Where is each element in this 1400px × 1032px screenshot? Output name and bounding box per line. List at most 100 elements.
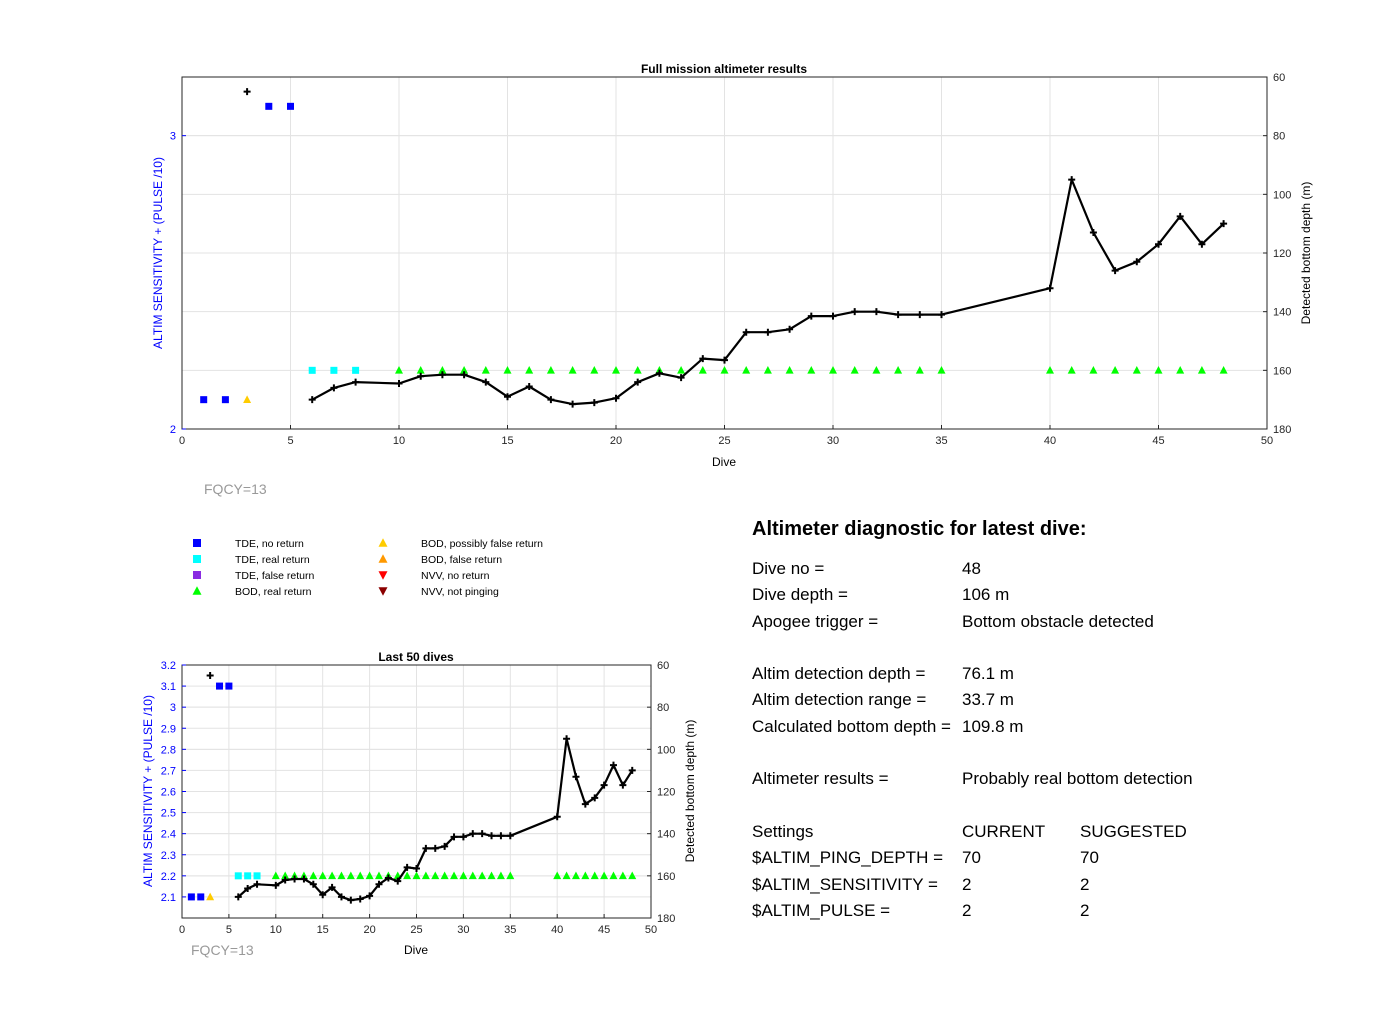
last50-data-point bbox=[291, 875, 299, 883]
last50-data-point bbox=[609, 761, 617, 769]
main-data-point bbox=[200, 396, 208, 404]
main-x-tick-label: 30 bbox=[827, 435, 839, 447]
main-chart-title: Full mission altimeter results bbox=[641, 62, 807, 76]
last50-y-tick-label: 3.2 bbox=[161, 660, 176, 672]
last50-data-point bbox=[271, 871, 280, 880]
legend-label: BOD, false return bbox=[421, 554, 502, 566]
legend-item: NVV, no return bbox=[378, 570, 490, 582]
last50-data-point bbox=[431, 871, 440, 880]
last50-data-point bbox=[225, 682, 233, 690]
last50-data-point bbox=[431, 844, 439, 852]
main-data-point bbox=[1154, 366, 1163, 374]
pulse-row: $ALTIM_PULSE = 2 2 bbox=[752, 900, 1090, 927]
altim-detection-range-label: Altim detection range = bbox=[752, 690, 927, 710]
main-data-point bbox=[330, 384, 338, 392]
main-data-point bbox=[590, 366, 599, 374]
main-series-bod-real-return bbox=[395, 366, 1228, 374]
last50-data-point bbox=[244, 884, 252, 892]
last50-data-point bbox=[244, 872, 252, 880]
last50-data-point bbox=[600, 871, 609, 880]
main-y2-tick-label: 100 bbox=[1273, 189, 1291, 201]
main-depth-line bbox=[311, 178, 1225, 406]
last50-chart-ylabel-right: Detected bottom depth (m) bbox=[683, 720, 697, 863]
last50-y-tick-label: 2.3 bbox=[161, 850, 176, 862]
main-data-point bbox=[764, 328, 772, 336]
main-data-point bbox=[546, 366, 555, 374]
apogee-trigger-row: Apogee trigger = Bottom obstacle detecte… bbox=[752, 612, 1154, 638]
last50-data-point bbox=[478, 871, 487, 880]
last50-data-point bbox=[553, 871, 562, 880]
main-data-point bbox=[634, 378, 642, 386]
last50-x-tick-label: 10 bbox=[270, 924, 282, 936]
dive-no-row: Dive no = 48 bbox=[752, 559, 1087, 585]
legend-label: NVV, no return bbox=[421, 570, 490, 582]
main-chart-ylabel-right: Detected bottom depth (m) bbox=[1299, 182, 1313, 325]
main-series-tde-real-return bbox=[308, 366, 360, 374]
last50-x-tick-label: 30 bbox=[457, 924, 469, 936]
last50-data-point bbox=[299, 871, 308, 880]
last50-data-point bbox=[374, 871, 383, 880]
last50-series-tde-real-return bbox=[234, 872, 261, 880]
main-y-tick-label: 2 bbox=[170, 424, 176, 436]
pulse-label: $ALTIM_PULSE = bbox=[752, 900, 891, 920]
main-data-point bbox=[481, 366, 490, 374]
altimeter-diagnostic-panel: Altimeter diagnostic for latest dive: Di… bbox=[752, 518, 1193, 927]
last50-y-tick-label: 2.9 bbox=[161, 723, 176, 735]
last50-data-point bbox=[563, 735, 571, 743]
dive-no-value: 48 bbox=[962, 559, 981, 578]
legend-marker bbox=[378, 571, 388, 580]
last50-y2-tick-label: 60 bbox=[657, 660, 669, 672]
main-data-point bbox=[395, 366, 403, 374]
last50-data-point bbox=[365, 871, 374, 880]
main-data-point bbox=[677, 374, 685, 382]
legend-item: TDE, no return bbox=[193, 538, 304, 550]
sensitivity-current: 2 bbox=[962, 874, 972, 894]
main-data-point bbox=[525, 366, 534, 374]
main-data-point bbox=[438, 371, 446, 379]
pulse-suggested: 2 bbox=[1080, 900, 1090, 920]
last50-y2-tick-label: 100 bbox=[657, 744, 675, 756]
last50-data-point bbox=[590, 871, 599, 880]
last50-data-point bbox=[628, 871, 637, 880]
last50-data-point bbox=[468, 871, 477, 880]
main-data-point bbox=[699, 355, 707, 363]
altim-detection-depth-row: Altim detection depth = 76.1 m bbox=[752, 664, 1087, 690]
main-series-detected-bottom-depth bbox=[308, 176, 1228, 408]
main-data-point bbox=[308, 396, 316, 404]
dive-depth-row: Dive depth = 106 m bbox=[752, 585, 1087, 611]
main-x-tick-label: 25 bbox=[718, 435, 730, 447]
legend-marker bbox=[378, 554, 388, 563]
calculated-bottom-depth-label: Calculated bottom depth = bbox=[752, 716, 951, 736]
main-x-tick-label: 20 bbox=[610, 435, 622, 447]
last50-data-point bbox=[459, 871, 468, 880]
dive-depth-value: 106 m bbox=[962, 585, 1010, 605]
main-series-bod-possibly-false-return bbox=[243, 395, 252, 403]
main-data-point bbox=[1176, 366, 1185, 374]
last50-data-point bbox=[618, 871, 627, 880]
last50-series-detected-bottom-depth bbox=[234, 735, 636, 904]
last50-x-tick-label: 5 bbox=[226, 924, 232, 936]
last50-data-point bbox=[384, 874, 392, 882]
altim-detection-range-row: Altim detection range = 33.7 m bbox=[752, 690, 1087, 716]
last50-data-point bbox=[421, 871, 430, 880]
main-y2-tick-label: 140 bbox=[1273, 307, 1291, 319]
legend-item: BOD, possibly false return bbox=[378, 538, 543, 550]
last50-data-point bbox=[346, 871, 355, 880]
main-data-point bbox=[547, 396, 555, 404]
last50-plot-area: 0 5 10 15 20 25 30 35 40 45 50 2.1 2.2 2.3 2.4 2.5 2.6 2.… bbox=[161, 660, 676, 936]
last50-data-point bbox=[403, 863, 411, 871]
main-data-point bbox=[720, 366, 729, 374]
last50-data-point bbox=[281, 871, 290, 880]
legend-marker bbox=[378, 538, 388, 547]
last50-data-point bbox=[422, 844, 430, 852]
last50-data-point bbox=[572, 773, 580, 781]
main-data-point bbox=[1089, 366, 1098, 374]
main-data-point bbox=[1067, 366, 1076, 374]
last50-data-point bbox=[290, 871, 299, 880]
ping-depth-suggested: 70 bbox=[1080, 848, 1099, 868]
altim-detection-depth-label: Altim detection depth = bbox=[752, 664, 926, 684]
legend-label: TDE, false return bbox=[235, 570, 315, 582]
last50-y2-tick-label: 80 bbox=[657, 702, 669, 714]
diagnostic-title: Altimeter diagnostic for latest dive: bbox=[752, 518, 1087, 540]
last50-y-tick-label: 3 bbox=[170, 702, 176, 714]
